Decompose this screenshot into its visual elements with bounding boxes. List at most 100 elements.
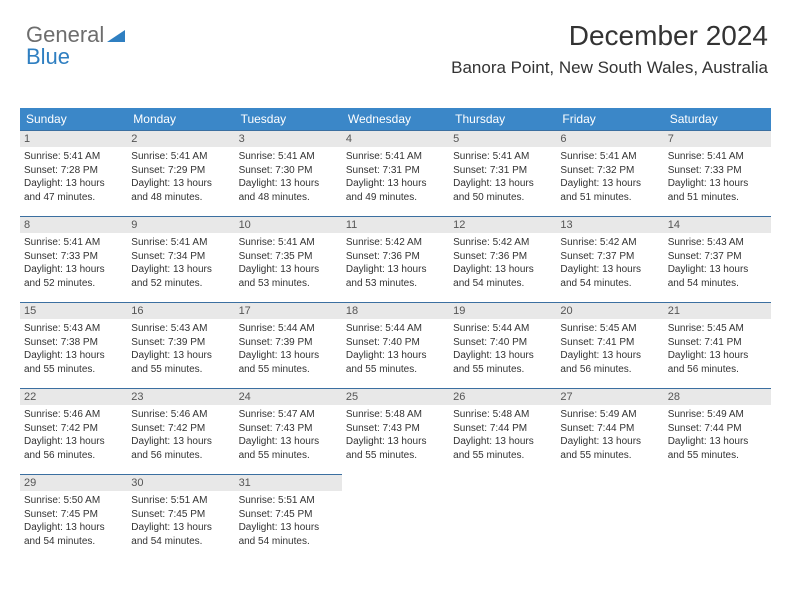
day-info: Sunrise: 5:42 AMSunset: 7:37 PMDaylight:…: [560, 236, 659, 290]
day-number: 22: [20, 389, 127, 405]
calendar-cell: 6Sunrise: 5:41 AMSunset: 7:32 PMDaylight…: [556, 130, 663, 216]
day-number: 3: [235, 131, 342, 147]
calendar-cell: 14 Sunrise: 5:43 AMSunset: 7:37 PMDayligh…: [664, 216, 771, 302]
calendar-cell: 2 Sunrise: 5:41 AMSunset: 7:29 PMDaylight…: [127, 130, 234, 216]
day-header-monday: Monday: [127, 108, 234, 130]
day-header-thursday: Thursday: [449, 108, 556, 130]
day-number: 11: [342, 217, 449, 233]
calendar-cell: 28 Sunrise: 5:49 AMSunset: 7:44 PMDayligh…: [664, 388, 771, 474]
calendar-cell: 17 Sunrise: 5:44 AMSunset: 7:39 PMDayligh…: [235, 302, 342, 388]
day-number: 27: [556, 389, 663, 405]
day-info: Sunrise: 5:41 AMSunset: 7:34 PMDaylight:…: [131, 236, 230, 290]
day-number: 15: [20, 303, 127, 319]
day-number: 13: [556, 217, 663, 233]
day-info: Sunrise: 5:49 AMSunset: 7:44 PMDaylight:…: [560, 408, 659, 462]
calendar-cell: 20Sunrise: 5:45 AMSunset: 7:41 PMDayligh…: [556, 302, 663, 388]
calendar-cell: 7Sunrise: 5:41 AMSunset: 7:33 PMDaylight…: [664, 130, 771, 216]
day-info: Sunrise: 5:41 AMSunset: 7:29 PMDaylight:…: [131, 150, 230, 204]
calendar-cell: 3 Sunrise: 5:41 AMSunset: 7:30 PMDaylight…: [235, 130, 342, 216]
day-number: 29: [20, 475, 127, 491]
day-number: 19: [449, 303, 556, 319]
day-info: Sunrise: 5:42 AMSunset: 7:36 PMDaylight:…: [346, 236, 445, 290]
day-info: Sunrise: 5:50 AMSunset: 7:45 PMDaylight:…: [24, 494, 123, 548]
day-number: 23: [127, 389, 234, 405]
day-number: 30: [127, 475, 234, 491]
day-number: 24: [235, 389, 342, 405]
day-number: 4: [342, 131, 449, 147]
day-info: Sunrise: 5:44 AMSunset: 7:39 PMDaylight:…: [239, 322, 338, 376]
calendar-cell-empty: [449, 474, 556, 560]
calendar-cell: 26 Sunrise: 5:48 AMSunset: 7:44 PMDayligh…: [449, 388, 556, 474]
day-info: Sunrise: 5:41 AMSunset: 7:28 PMDaylight:…: [24, 150, 123, 204]
day-info: Sunrise: 5:51 AMSunset: 7:45 PMDaylight:…: [239, 494, 338, 548]
day-info: Sunrise: 5:45 AMSunset: 7:41 PMDaylight:…: [668, 322, 767, 376]
day-number: 2: [127, 131, 234, 147]
calendar-cell: 18 Sunrise: 5:44 AMSunset: 7:40 PMDayligh…: [342, 302, 449, 388]
day-info: Sunrise: 5:43 AMSunset: 7:38 PMDaylight:…: [24, 322, 123, 376]
day-number: 7: [664, 131, 771, 147]
calendar-cell: 5Sunrise: 5:41 AMSunset: 7:31 PMDaylight…: [449, 130, 556, 216]
day-number: 6: [556, 131, 663, 147]
day-info: Sunrise: 5:49 AMSunset: 7:44 PMDaylight:…: [668, 408, 767, 462]
day-info: Sunrise: 5:46 AMSunset: 7:42 PMDaylight:…: [131, 408, 230, 462]
calendar-cell-empty: [342, 474, 449, 560]
day-info: Sunrise: 5:41 AMSunset: 7:30 PMDaylight:…: [239, 150, 338, 204]
logo: General Blue: [26, 24, 125, 68]
calendar-cell: 23 Sunrise: 5:46 AMSunset: 7:42 PMDayligh…: [127, 388, 234, 474]
day-info: Sunrise: 5:46 AMSunset: 7:42 PMDaylight:…: [24, 408, 123, 462]
day-number: 8: [20, 217, 127, 233]
day-number: 28: [664, 389, 771, 405]
calendar-cell: 10 Sunrise: 5:41 AMSunset: 7:35 PMDayligh…: [235, 216, 342, 302]
day-number: 9: [127, 217, 234, 233]
day-number: 31: [235, 475, 342, 491]
day-info: Sunrise: 5:41 AMSunset: 7:31 PMDaylight:…: [453, 150, 552, 204]
calendar-cell: 13 Sunrise: 5:42 AMSunset: 7:37 PMDayligh…: [556, 216, 663, 302]
day-number: 10: [235, 217, 342, 233]
day-header-wednesday: Wednesday: [342, 108, 449, 130]
day-info: Sunrise: 5:51 AMSunset: 7:45 PMDaylight:…: [131, 494, 230, 548]
day-info: Sunrise: 5:42 AMSunset: 7:36 PMDaylight:…: [453, 236, 552, 290]
day-number: 26: [449, 389, 556, 405]
calendar-cell: 25Sunrise: 5:48 AMSunset: 7:43 PMDayligh…: [342, 388, 449, 474]
title-block: December 2024 Banora Point, New South Wa…: [451, 20, 768, 78]
calendar-cell: 11 Sunrise: 5:42 AMSunset: 7:36 PMDayligh…: [342, 216, 449, 302]
day-number: 17: [235, 303, 342, 319]
day-info: Sunrise: 5:44 AMSunset: 7:40 PMDaylight:…: [453, 322, 552, 376]
logo-triangle-icon: [107, 28, 125, 42]
day-number: 21: [664, 303, 771, 319]
page-location: Banora Point, New South Wales, Australia: [451, 58, 768, 78]
day-header-tuesday: Tuesday: [235, 108, 342, 130]
day-info: Sunrise: 5:43 AMSunset: 7:39 PMDaylight:…: [131, 322, 230, 376]
calendar-cell: 29 Sunrise: 5:50 AMSunset: 7:45 PMDayligh…: [20, 474, 127, 560]
day-info: Sunrise: 5:43 AMSunset: 7:37 PMDaylight:…: [668, 236, 767, 290]
day-header-sunday: Sunday: [20, 108, 127, 130]
day-info: Sunrise: 5:41 AMSunset: 7:33 PMDaylight:…: [24, 236, 123, 290]
calendar-cell-empty: [556, 474, 663, 560]
calendar-cell: 1Sunrise: 5:41 AMSunset: 7:28 PMDaylight…: [20, 130, 127, 216]
calendar-cell: 15 Sunrise: 5:43 AMSunset: 7:38 PMDayligh…: [20, 302, 127, 388]
day-number: 18: [342, 303, 449, 319]
day-number: 16: [127, 303, 234, 319]
calendar-cell: 9 Sunrise: 5:41 AMSunset: 7:34 PMDaylight…: [127, 216, 234, 302]
calendar-cell: 24 Sunrise: 5:47 AMSunset: 7:43 PMDayligh…: [235, 388, 342, 474]
calendar-cell: 22 Sunrise: 5:46 AMSunset: 7:42 PMDayligh…: [20, 388, 127, 474]
calendar-cell: 30 Sunrise: 5:51 AMSunset: 7:45 PMDayligh…: [127, 474, 234, 560]
calendar-cell: 31 Sunrise: 5:51 AMSunset: 7:45 PMDayligh…: [235, 474, 342, 560]
calendar-cell: 8 Sunrise: 5:41 AMSunset: 7:33 PMDaylight…: [20, 216, 127, 302]
calendar-cell: 16 Sunrise: 5:43 AMSunset: 7:39 PMDayligh…: [127, 302, 234, 388]
day-info: Sunrise: 5:47 AMSunset: 7:43 PMDaylight:…: [239, 408, 338, 462]
day-header-saturday: Saturday: [664, 108, 771, 130]
logo-text-blue: Blue: [26, 44, 70, 69]
calendar-cell: 4Sunrise: 5:41 AMSunset: 7:31 PMDaylight…: [342, 130, 449, 216]
day-info: Sunrise: 5:44 AMSunset: 7:40 PMDaylight:…: [346, 322, 445, 376]
day-info: Sunrise: 5:48 AMSunset: 7:44 PMDaylight:…: [453, 408, 552, 462]
day-info: Sunrise: 5:41 AMSunset: 7:35 PMDaylight:…: [239, 236, 338, 290]
day-number: 25: [342, 389, 449, 405]
calendar-cell: 19 Sunrise: 5:44 AMSunset: 7:40 PMDayligh…: [449, 302, 556, 388]
day-header-friday: Friday: [556, 108, 663, 130]
calendar-cell: 12Sunrise: 5:42 AMSunset: 7:36 PMDayligh…: [449, 216, 556, 302]
day-number: 20: [556, 303, 663, 319]
calendar-cell: 21 Sunrise: 5:45 AMSunset: 7:41 PMDayligh…: [664, 302, 771, 388]
calendar-grid: SundayMondayTuesdayWednesdayThursdayFrid…: [20, 108, 772, 560]
day-number: 14: [664, 217, 771, 233]
